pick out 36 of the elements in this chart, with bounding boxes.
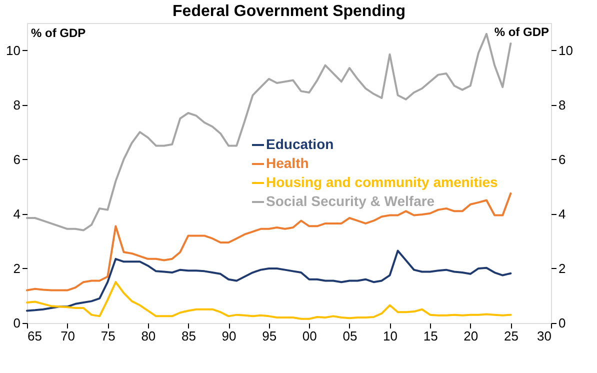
x-tick-label: 95: [262, 328, 277, 344]
y2-tick-label: 2: [558, 260, 566, 276]
y2-tick-label: 4: [558, 206, 566, 222]
x-tick-label: 15: [423, 328, 438, 344]
x-tick-label: 85: [181, 328, 196, 344]
line-series: [26, 250, 512, 312]
x-tick-label: 25: [504, 328, 518, 344]
x-tick-label: 90: [222, 328, 236, 344]
x-tick-label: 30: [537, 328, 552, 344]
y-tick-label: 4: [13, 206, 20, 222]
chart-title: Federal Government Spending: [172, 3, 406, 20]
y-tick-label: 10: [6, 42, 20, 58]
y-tick-label: 0: [13, 316, 20, 330]
y-tick-label: 2: [13, 260, 20, 276]
y2-tick-label: 0: [558, 316, 566, 330]
line-series: [26, 192, 512, 292]
legend-label: Social Security & Welfare: [266, 193, 435, 209]
x-tick-label: 75: [100, 328, 116, 344]
y-tick-label: 6: [13, 152, 20, 167]
x-tick-label: 05: [342, 328, 358, 344]
x-tick-label: 00: [302, 328, 317, 344]
y-axis-title: % of GDP: [31, 26, 86, 40]
x-tick-label: 10: [383, 328, 398, 344]
x-tick-label: 20: [464, 328, 478, 344]
y2-tick-label: 6: [558, 152, 566, 167]
y-tick-label: 8: [13, 97, 20, 112]
x-tick-label: 80: [141, 328, 156, 344]
legend-label: Health: [266, 155, 309, 171]
legend-label: Education: [266, 136, 334, 152]
y2-tick-label: 10: [558, 42, 573, 58]
legend-label: Housing and community amenities: [266, 174, 498, 190]
x-tick-label: 70: [60, 328, 76, 344]
line-series: [26, 281, 512, 320]
y2-tick-label: 8: [558, 97, 566, 112]
x-tick-label: 65: [28, 328, 42, 344]
y2-axis-title: % of GDP: [494, 25, 549, 39]
